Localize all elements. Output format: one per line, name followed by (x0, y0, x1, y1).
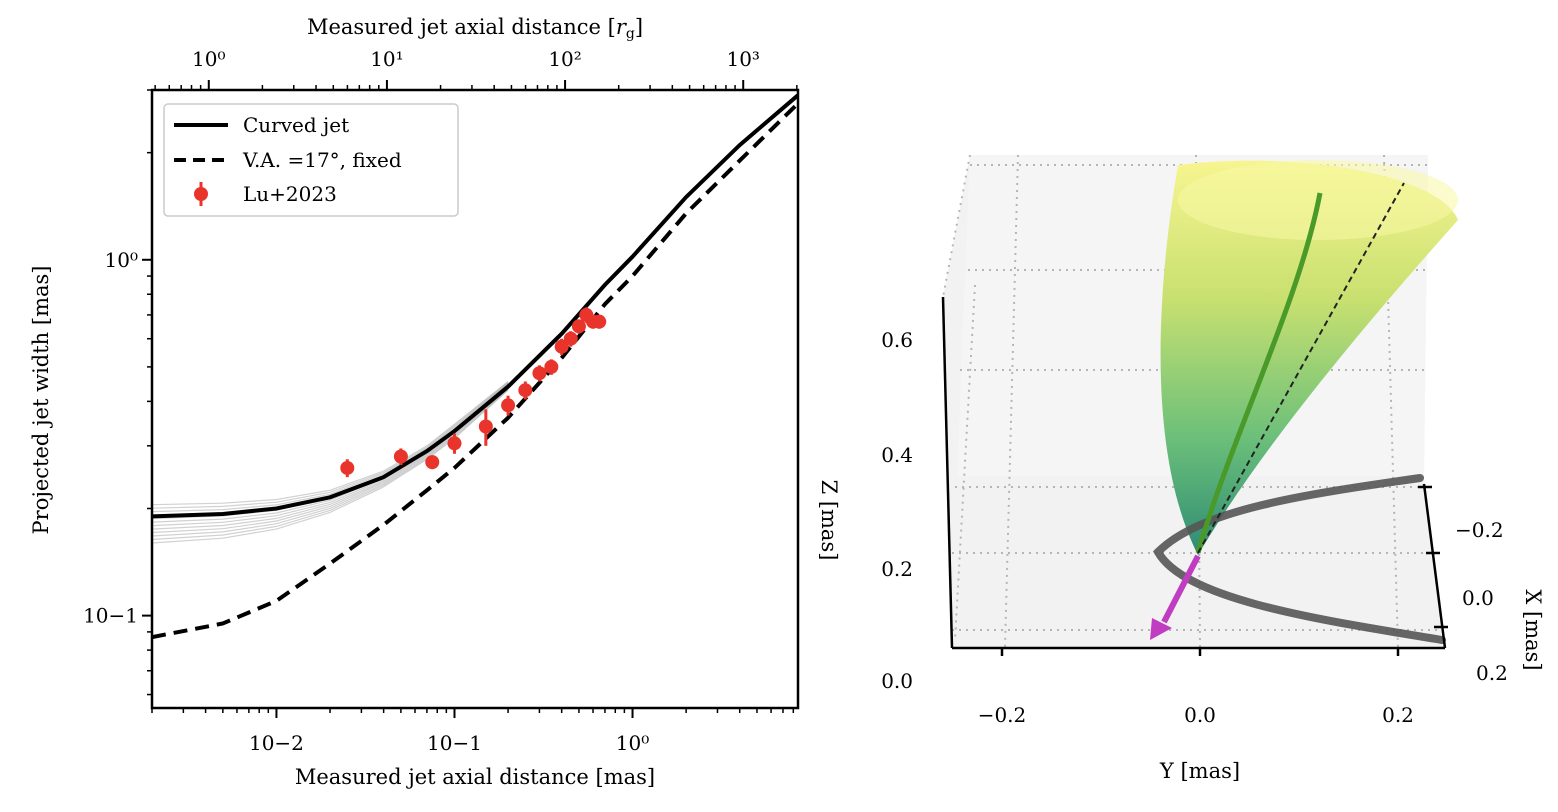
x-tick-neg0.2: −0.2 (1455, 518, 1504, 542)
top-x-axis-title: Measured jet axial distance [rg] (307, 15, 643, 42)
top-x-axis-title-main: Measured jet axial distance [ (307, 15, 616, 39)
z-tick-0.0: 0.0 (881, 669, 913, 693)
y-tick-0.2: 0.2 (1382, 703, 1414, 727)
legend-label-fixed: V.A. =17°, fixed (242, 148, 402, 172)
3d-x-axis-line (1422, 483, 1447, 649)
direction-arrow-head (1150, 618, 1172, 640)
top-tick-label: 10³ (726, 47, 759, 71)
x-tick-label: 10⁰ (616, 731, 649, 755)
top-tick-label: 10¹ (370, 47, 403, 71)
z-tick-0.2: 0.2 (881, 557, 913, 581)
data-point (554, 339, 569, 354)
spread-curve (152, 381, 509, 506)
y-tick-neg0.2: −0.2 (978, 703, 1027, 727)
data-point (478, 419, 493, 434)
spread-curves (152, 381, 509, 544)
y-tick-label: 10⁰ (105, 248, 138, 272)
data-point (532, 366, 547, 381)
3d-x-axis-ticks (1418, 485, 1448, 629)
data-point (425, 455, 440, 470)
bottom-x-axis-title: Measured jet axial distance [mas] (295, 765, 655, 789)
plot-frame (150, 88, 800, 710)
data-point (518, 383, 533, 398)
fixed-va-line (152, 101, 798, 640)
legend-box (163, 103, 459, 217)
y-tick-label: 10−1 (83, 604, 138, 628)
spread-curve (152, 382, 509, 513)
z-tick-0.6: 0.6 (881, 328, 913, 352)
data-point (544, 359, 559, 374)
projection-curve (1153, 474, 1446, 644)
y-axis-title: Projected jet width [mas] (29, 266, 53, 535)
jet-axis-curve (1195, 192, 1323, 554)
3d-z-axis-title: Z [mas] (817, 480, 841, 561)
data-point (571, 319, 586, 334)
fixed-axis-line (1197, 182, 1405, 554)
x-tick-label: 10−1 (427, 731, 482, 755)
legend-label-lu2023: Lu+2023 (243, 182, 337, 206)
right-3d-chart: −0.2 0.0 0.2 −0.2 0.0 0.2 0.0 0.2 0.4 0.… (817, 154, 1545, 783)
legend: Curved jet V.A. =17°, fixed Lu+2023 (163, 103, 459, 217)
top-tick-label: 10⁰ (192, 47, 225, 71)
data-point (393, 449, 408, 464)
top-tick-label: 10² (548, 47, 581, 71)
curved-jet-line (152, 93, 798, 519)
legend-marker (194, 187, 208, 201)
z-tick-0.4: 0.4 (881, 443, 913, 467)
cone-surface (1160, 160, 1458, 555)
3d-y-axis-ticks (1000, 648, 1400, 656)
spread-curve (152, 381, 509, 509)
x-tick-0.2: 0.2 (1476, 661, 1508, 685)
y-tick-0.0: 0.0 (1184, 703, 1216, 727)
legend-label-curved-jet: Curved jet (243, 113, 349, 137)
data-point (501, 398, 516, 413)
data-point (340, 460, 355, 475)
direction-arrow-shaft (1161, 554, 1201, 624)
left-chart: 10−2 10−1 10⁰ 10−1 10⁰ 10⁰ 10¹ 10² 10³ Measured … (29, 15, 800, 789)
data-point (563, 331, 578, 346)
3d-z-axis-line (941, 296, 954, 649)
data-point (447, 436, 462, 451)
x-tick-0.0: 0.0 (1462, 586, 1494, 610)
x-tick-label: 10−2 (249, 731, 304, 755)
3d-x-axis-title: X [mas] (1521, 589, 1545, 670)
data-point (592, 314, 607, 329)
3d-y-axis-title: Y [mas] (1159, 759, 1240, 783)
